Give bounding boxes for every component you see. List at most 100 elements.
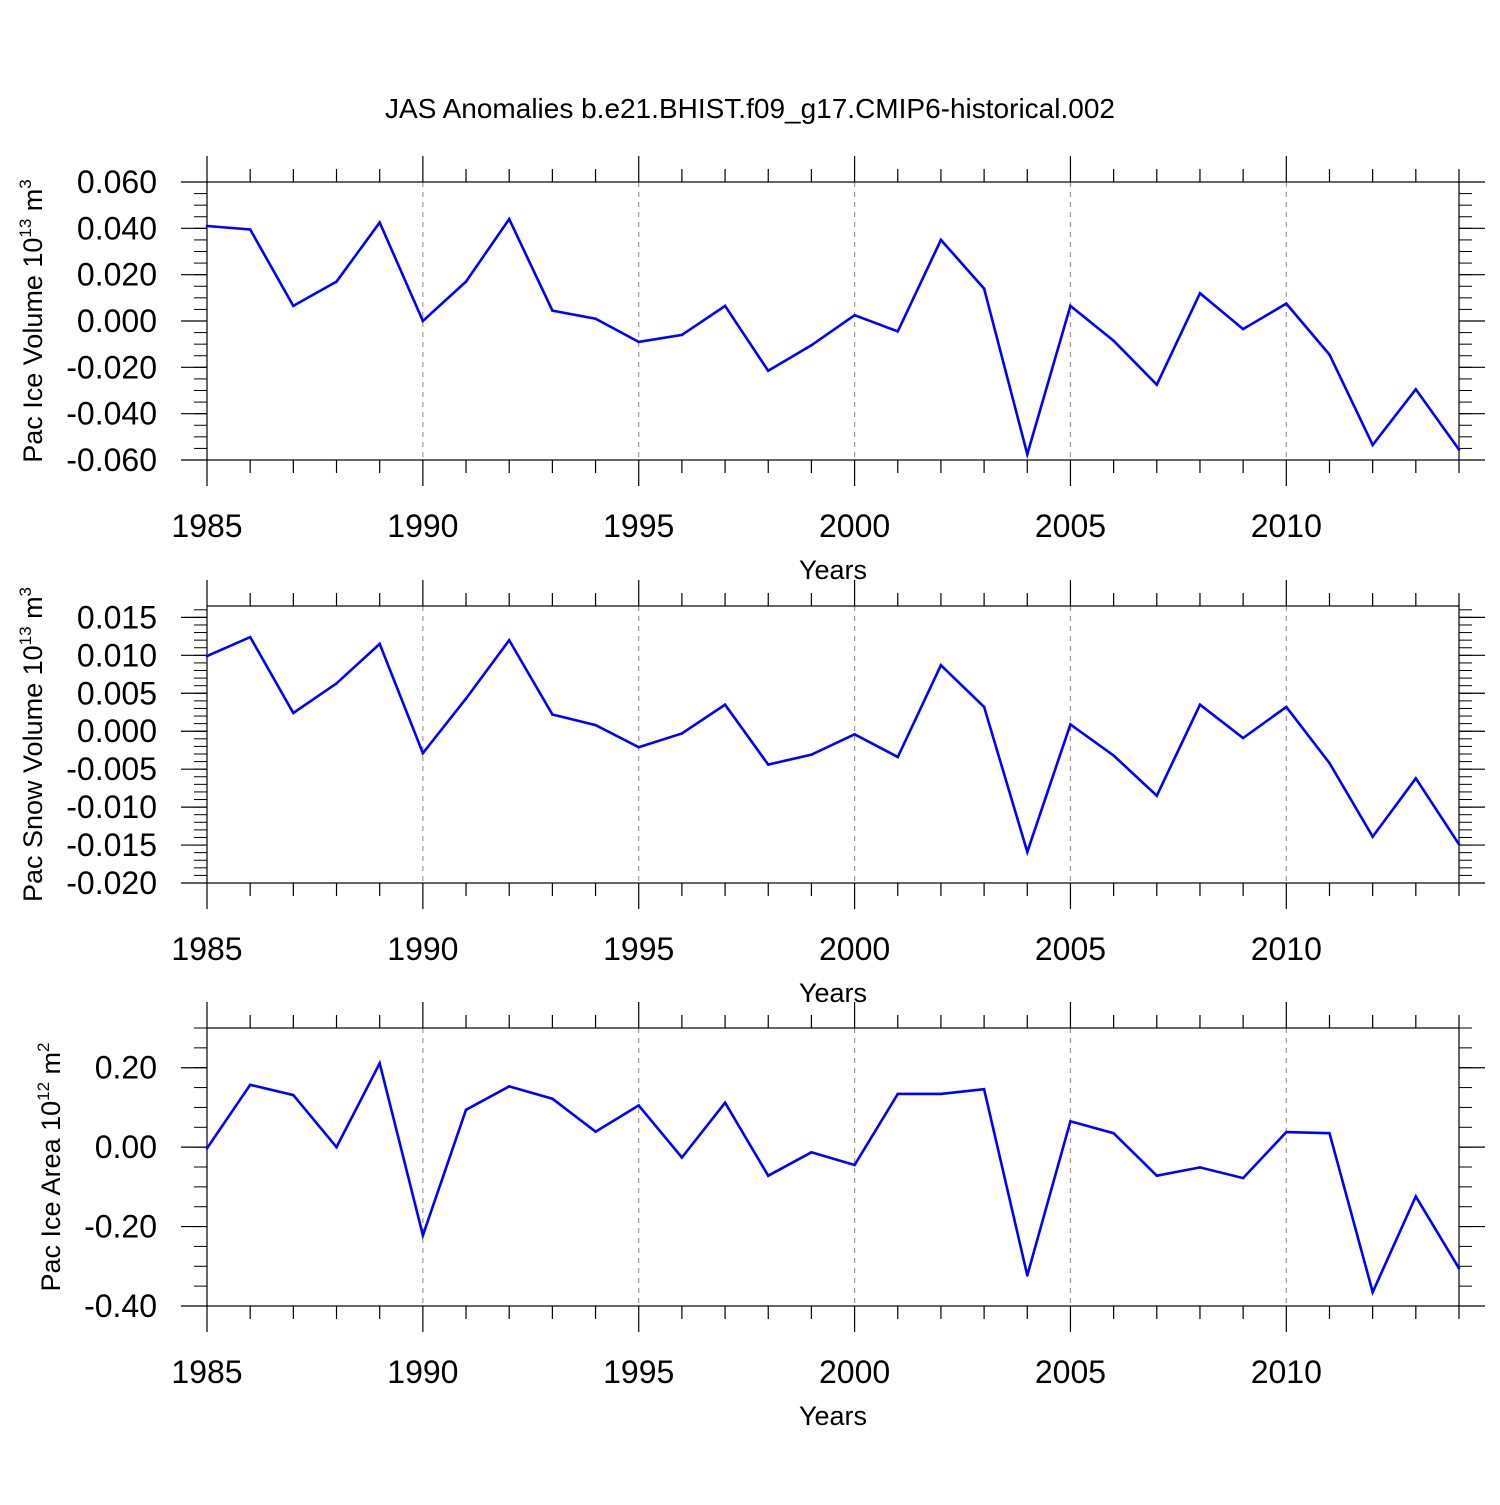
data-point [1457,842,1461,846]
data-point [982,1087,986,1091]
y-tick-label: 0.000 [77,713,157,749]
data-point [1025,1274,1029,1277]
data-point [853,313,856,317]
panel-3: -0.40 -0.20 0.00 0.20 1985 1990 1995 2000 2005 20… [34,1002,1485,1431]
data-point [507,1085,511,1088]
data-point [551,1097,554,1100]
data-point [1069,1120,1072,1123]
data-point [939,1092,943,1096]
data-point [1457,1266,1461,1270]
x-tick-label: 1985 [171,931,242,967]
data-point [1241,736,1245,740]
plot-frame [206,605,1460,884]
data-point [1198,291,1202,295]
data-point [378,642,381,646]
data-point [723,1101,727,1104]
figure-title: JAS Anomalies b.e21.BHIST.f09_g17.CMIP6-… [385,93,1115,124]
y-tick-label: 0.015 [77,599,157,635]
x-axis-title: Years [799,1401,867,1431]
data-point [378,221,381,224]
x-tick-label: 1995 [603,1354,674,1390]
data-point [1371,443,1374,447]
y-tick-label: 0.060 [77,164,157,200]
data-point [335,1145,338,1149]
y-tick-label: 0.005 [77,675,157,711]
data-point [810,753,813,757]
data-point [1371,1290,1374,1294]
y-tick-label: 0.000 [77,303,157,339]
data-point [766,369,770,373]
x-tick-label: 1995 [603,508,674,544]
x-tick-label: 1990 [387,931,458,967]
x-tick-label: 1985 [171,1354,242,1390]
data-point [205,1147,209,1150]
data-point [1241,1176,1245,1180]
x-tick-label: 1985 [171,508,242,544]
data-point [205,224,209,228]
data-point [335,280,338,283]
data-point [1112,754,1115,757]
y-tick-label: -0.40 [84,1288,157,1324]
data-point [853,1163,856,1167]
data-point [1285,1130,1288,1134]
data-point [464,697,468,700]
data-point [292,304,295,308]
y-tick-label: -0.010 [66,789,157,825]
data-point [939,238,943,242]
y-tick-label: 0.20 [95,1050,157,1086]
data-point [1112,339,1115,342]
data-point [896,330,900,333]
y-tick-label: -0.015 [66,827,157,863]
y-tick-label: -0.060 [66,442,157,478]
data-point [335,682,338,685]
data-point [1414,776,1418,780]
y-tick-label: 0.020 [77,257,157,293]
data-point [594,1130,597,1133]
data-point [1198,1166,1202,1169]
data-point [637,340,641,344]
data-point [292,711,295,715]
data-point [1371,835,1374,839]
data-point [551,309,554,312]
data-point [464,1108,468,1112]
y-tick-label: 0.00 [95,1129,157,1165]
data-point [507,217,511,221]
y-tick-label: -0.040 [66,396,157,432]
series-line [206,635,1461,857]
data-point [594,723,597,727]
y-tick-label: -0.020 [66,349,157,385]
data-point [1285,302,1288,305]
data-point [1069,723,1072,726]
data-point [1112,1131,1115,1135]
data-point [1155,1174,1159,1178]
data-point [982,287,986,290]
x-tick-label: 1995 [603,931,674,967]
data-point [421,1234,425,1237]
data-point [853,732,856,736]
data-point [464,280,468,283]
data-point [1025,452,1029,456]
x-tick-label: 1990 [387,508,458,544]
x-tick-label: 2010 [1251,931,1322,967]
data-point [637,1104,641,1107]
data-point [1328,353,1331,356]
data-point [378,1062,381,1065]
data-point [421,751,425,755]
x-tick-label: 1990 [387,1354,458,1390]
data-point [1285,705,1288,709]
data-point [680,1156,684,1159]
data-point [810,344,813,347]
series-line [206,216,1461,460]
data-point [1155,794,1159,798]
x-tick-label: 2005 [1035,508,1106,544]
y-axis-title: Pac Ice Area 1012 m2 [34,1042,66,1291]
y-tick-label: -0.020 [66,865,157,901]
data-point [248,228,252,231]
data-point [896,1092,900,1096]
data-point [1155,383,1159,387]
data-point [594,317,597,320]
x-tick-label: 2010 [1251,1354,1322,1390]
data-point [637,745,641,749]
data-point [1241,327,1245,331]
